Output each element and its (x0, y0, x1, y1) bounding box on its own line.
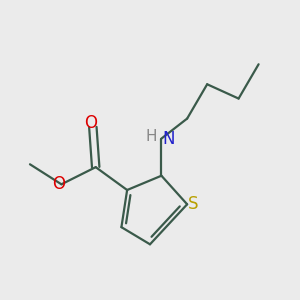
Text: S: S (188, 195, 198, 213)
Text: O: O (52, 175, 65, 193)
Text: N: N (162, 130, 175, 148)
Text: H: H (146, 129, 157, 144)
Text: O: O (84, 114, 97, 132)
